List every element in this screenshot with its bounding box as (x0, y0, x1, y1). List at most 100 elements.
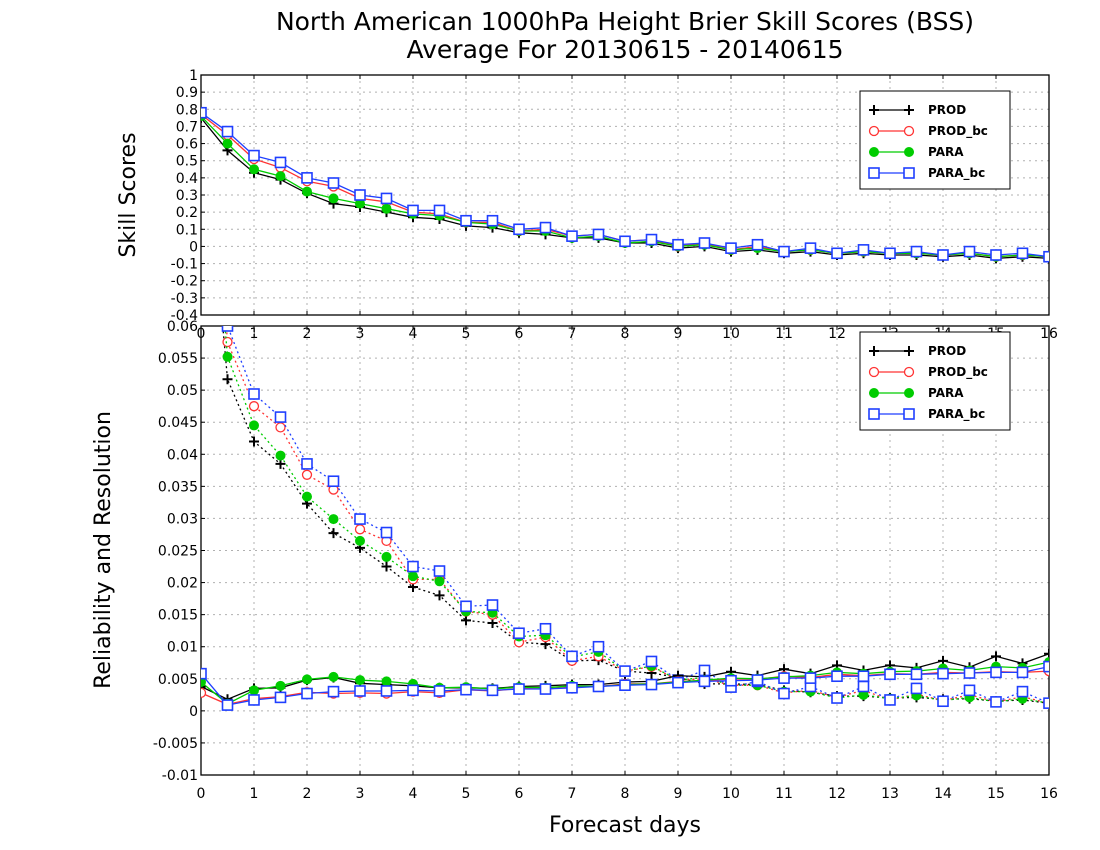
bottom-y-tick-label: 0.03 (167, 511, 198, 527)
bottom-series-para-bc-reliability-point (1043, 697, 1049, 709)
top-series-para-point (302, 186, 312, 197)
top-series-para-bc-point (751, 238, 764, 251)
top-series-para-point (249, 164, 259, 175)
bottom-legend-label: PROD (928, 344, 966, 358)
top-series-para-bc-point (274, 156, 287, 169)
top-series-para-bc-point (433, 204, 446, 217)
bottom-series-para-reliability-point (381, 551, 392, 562)
top-y-tick-label: 0.9 (176, 85, 198, 101)
bottom-series-prod-reliability-point (461, 615, 471, 626)
bottom-series-para-bc-resolution-point (539, 683, 552, 695)
top-series-para-bc-point (884, 247, 896, 260)
bottom-x-tick-label: 7 (568, 786, 577, 802)
bottom-legend-marker (903, 366, 915, 378)
bottom-series-para-bc-reliability-point (990, 696, 1002, 708)
bottom-panel-reliability-resolution: -0.01 -0.005 0 0.005 0.01 0.015 0.02 0.025 0.03 0… (91, 319, 1058, 802)
top-series-para-bc-point (566, 230, 578, 242)
bottom-series-para-bc-resolution-point (201, 667, 207, 680)
bottom-series-para-bc-reliability-point (460, 600, 472, 613)
top-series-para-point (355, 198, 365, 209)
bottom-series-para-bc-resolution-point (937, 667, 949, 680)
bottom-series-para-bc-resolution-point (327, 685, 340, 698)
bottom-series-para-bc-resolution-point (698, 675, 711, 688)
top-y-tick-label: 0.7 (176, 119, 198, 135)
bottom-series-para-bc-resolution-point (433, 685, 446, 697)
bottom-series-para-resolution-point (328, 671, 339, 682)
top-series-para-bc-point (831, 247, 843, 260)
top-y-tick-label: -0.1 (171, 257, 198, 273)
bottom-series-para-bc-reliability-point (221, 326, 234, 332)
bottom-series-para-bc-resolution-point (619, 679, 631, 692)
top-series-para-bc-point (1016, 247, 1029, 260)
bottom-series-para-bc-reliability-point (539, 622, 552, 635)
top-series-para-point (275, 171, 286, 182)
bottom-x-tick-label: 5 (462, 786, 471, 802)
top-series-para-bc-point (619, 235, 631, 248)
bottom-legend-marker (868, 408, 880, 420)
bottom-legend-marker (869, 346, 879, 356)
top-series-para-point (222, 138, 233, 149)
bottom-series-prod-bc-reliability-point (354, 524, 366, 535)
top-y-tick-label: -0.4 (171, 308, 198, 324)
top-y-tick-label: 1 (189, 68, 198, 84)
top-panel-skill-scores: -0.4-0.3-0.2-0.100.10.20.30.40.50.60.70.… (116, 68, 1058, 342)
bottom-series-para-bc-resolution-point (778, 672, 790, 684)
bottom-x-tick-label: 6 (515, 786, 524, 802)
bottom-x-tick-label: 9 (674, 786, 683, 802)
bottom-x-tick-label: 14 (934, 786, 952, 802)
bottom-series-para-bc-resolution-point (274, 691, 287, 704)
top-series-para-bc-point (539, 221, 552, 234)
bottom-series-para-bc-resolution-point (566, 681, 578, 694)
top-series-para-bc-point (380, 192, 393, 205)
bottom-series-para-bc-reliability-point (274, 411, 287, 423)
bottom-series-para-reliability-point (858, 689, 869, 700)
bottom-series-para-bc-reliability-point (513, 627, 525, 640)
top-legend-marker (903, 167, 915, 179)
bottom-y-tick-label: -0.005 (153, 736, 198, 752)
top-series-para-bc-point (778, 245, 790, 258)
top-series-para-bc-point (725, 242, 737, 254)
bottom-series-para-bc-resolution-point (910, 668, 923, 681)
top-y-tick-label: 0.2 (176, 205, 198, 221)
bottom-legend-marker (904, 346, 914, 356)
bottom-y-tick-label: 0.04 (167, 447, 198, 463)
top-series-para-bc-point (201, 106, 207, 119)
top-series-para-bc-point (354, 189, 366, 201)
bottom-series-prod-reliability-point (328, 528, 339, 539)
bottom-series-para-bc-reliability-point (857, 680, 870, 693)
top-series-para-bc-point (645, 233, 658, 246)
bottom-series-para-bc-reliability-point (248, 388, 260, 400)
top-series-para-bc-point (1043, 250, 1049, 263)
chart-title-line2: Average For 20130615 - 20140615 (406, 35, 843, 64)
bottom-series-prod-bc-resolution-point (201, 687, 207, 699)
top-y-tick-label: 0.5 (176, 154, 198, 170)
bottom-y-tick-label: 0 (189, 704, 198, 720)
top-legend: PROD PROD_bc PARA PARA_bc (859, 90, 1011, 190)
bottom-x-tick-label: 2 (303, 786, 312, 802)
top-series-para-bc-point (486, 214, 499, 227)
bottom-series-para-bc-reliability-point (1016, 685, 1029, 698)
top-series-para-bc-point (327, 177, 340, 189)
bottom-series-para-reliability-point (328, 514, 339, 525)
bottom-y-tick-label: 0.045 (158, 415, 198, 431)
bottom-series-prod-resolution-point (991, 651, 1001, 662)
bottom-x-tick-label: 15 (987, 786, 1005, 802)
bottom-y-tick-label: 0.06 (167, 319, 198, 335)
bottom-series-para-bc-resolution-point (380, 685, 393, 697)
bottom-series-para-bc-reliability-point (566, 650, 578, 663)
top-legend-marker (903, 125, 915, 137)
bottom-series-para-bc-reliability-point (645, 655, 658, 668)
bottom-x-tick-label: 8 (621, 786, 630, 802)
bottom-series-para-resolution-point (201, 676, 206, 687)
bottom-series-para-bc-reliability-point (963, 684, 976, 697)
bottom-series-para-bc-resolution-point (725, 674, 737, 687)
top-legend-label: PROD_bc (928, 124, 988, 139)
bottom-series-prod-bc-reliability-point (248, 401, 260, 412)
bottom-series-para-bc-reliability-point (407, 560, 419, 573)
top-series-para-bc-point (937, 249, 949, 261)
top-series-para-bc-point (857, 244, 870, 256)
bottom-series-para-resolution-point (275, 680, 286, 691)
bottom-y-tick-label: 0.05 (167, 383, 198, 399)
bottom-series-prod-reliability-point (434, 590, 445, 601)
